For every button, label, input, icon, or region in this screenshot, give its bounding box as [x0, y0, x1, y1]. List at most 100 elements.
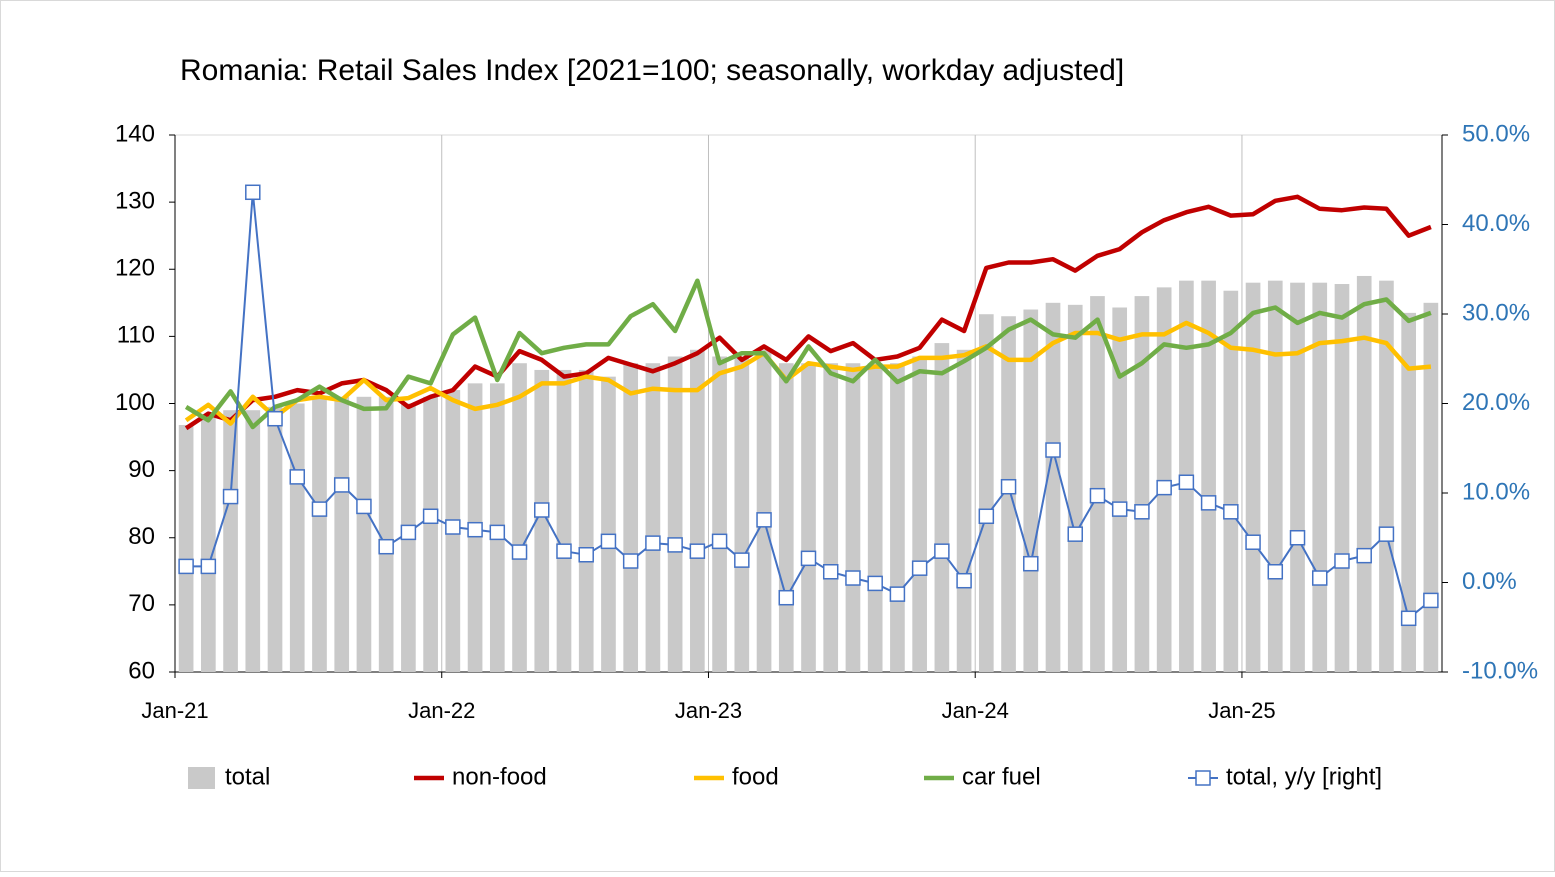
point	[1267, 564, 1284, 580]
point	[1311, 570, 1328, 586]
point	[734, 552, 750, 568]
point	[1334, 553, 1350, 569]
point	[1223, 504, 1239, 520]
bar	[756, 349, 772, 672]
bar	[667, 356, 683, 672]
point	[1000, 478, 1017, 495]
point	[422, 508, 439, 525]
point	[622, 553, 639, 569]
point	[267, 410, 283, 427]
bar	[1067, 304, 1083, 672]
point	[1200, 495, 1217, 511]
point	[867, 575, 883, 592]
legend-label: total, y/y [right]	[1226, 763, 1382, 790]
y-tick-label: 80	[128, 523, 155, 550]
bar	[823, 363, 839, 672]
bar	[934, 343, 950, 672]
line	[184, 278, 1432, 430]
bar	[1023, 309, 1039, 672]
y-tick-label: 110	[117, 322, 155, 349]
bar	[1334, 284, 1350, 672]
y-tick-label: 100	[115, 389, 155, 416]
bar	[1090, 296, 1105, 672]
bar	[623, 363, 639, 672]
point	[556, 543, 572, 559]
point	[845, 570, 861, 586]
bar	[1112, 307, 1128, 672]
bar	[312, 396, 327, 672]
bar	[578, 369, 594, 672]
bar	[778, 363, 794, 672]
point	[934, 543, 950, 559]
point	[1356, 547, 1372, 564]
y-tick-label: 60	[128, 657, 155, 684]
point	[289, 469, 306, 485]
point	[956, 572, 972, 589]
y-tick-label: 140	[115, 120, 155, 147]
point	[200, 558, 217, 575]
bar	[1045, 302, 1061, 672]
bar	[712, 356, 727, 672]
point	[645, 535, 661, 551]
point	[400, 524, 417, 541]
point	[800, 550, 817, 567]
legend-swatch	[188, 767, 215, 789]
bar	[356, 396, 372, 672]
y-tick-label: 130	[115, 187, 155, 214]
x-tick-label: Jan-24	[942, 698, 1009, 723]
bar	[734, 356, 750, 672]
bar	[956, 349, 972, 672]
bar	[912, 356, 927, 672]
point	[1067, 526, 1083, 542]
bar	[245, 410, 261, 672]
point	[222, 488, 239, 505]
bar	[601, 376, 616, 672]
legend-label: food	[732, 763, 779, 790]
y2-tick-label: 20.0%	[1462, 389, 1530, 416]
bar	[178, 424, 194, 672]
point	[1378, 526, 1395, 542]
bar	[289, 403, 305, 672]
point	[756, 512, 772, 528]
x-tick-label: Jan-21	[141, 698, 208, 723]
point	[467, 521, 483, 538]
bar	[223, 410, 238, 672]
point	[311, 501, 328, 517]
bar	[201, 416, 216, 672]
point	[1245, 534, 1261, 550]
y-tick-label: 90	[128, 456, 155, 483]
bar	[801, 363, 816, 672]
point	[1289, 530, 1306, 546]
bar	[978, 314, 994, 672]
bar	[645, 363, 661, 672]
x-tick-label: Jan-23	[675, 698, 742, 723]
point	[1400, 610, 1417, 627]
point	[1178, 474, 1195, 491]
point	[178, 558, 194, 575]
point	[778, 589, 795, 606]
legend-label: total	[225, 763, 270, 790]
legend-label: non-food	[452, 763, 547, 790]
point	[1023, 555, 1039, 572]
bar	[1267, 280, 1283, 672]
y2-tick-label: -10.0%	[1462, 657, 1538, 684]
y2-tick-label: 0.0%	[1462, 568, 1517, 595]
bar	[867, 363, 883, 672]
point	[578, 547, 594, 563]
point	[822, 564, 839, 580]
point	[333, 477, 350, 493]
bar	[1134, 296, 1150, 672]
bar	[334, 396, 350, 672]
point	[1045, 442, 1061, 458]
chart-title: Romania: Retail Sales Index [2021=100; s…	[180, 54, 1124, 87]
bar	[267, 406, 283, 672]
bar	[534, 369, 550, 672]
point	[667, 537, 683, 553]
bar	[1423, 302, 1439, 672]
point	[689, 543, 706, 559]
bar	[1245, 282, 1261, 672]
y2-tick-label: 30.0%	[1462, 299, 1530, 326]
bar	[556, 369, 572, 672]
bar	[890, 363, 905, 672]
point	[600, 533, 617, 550]
